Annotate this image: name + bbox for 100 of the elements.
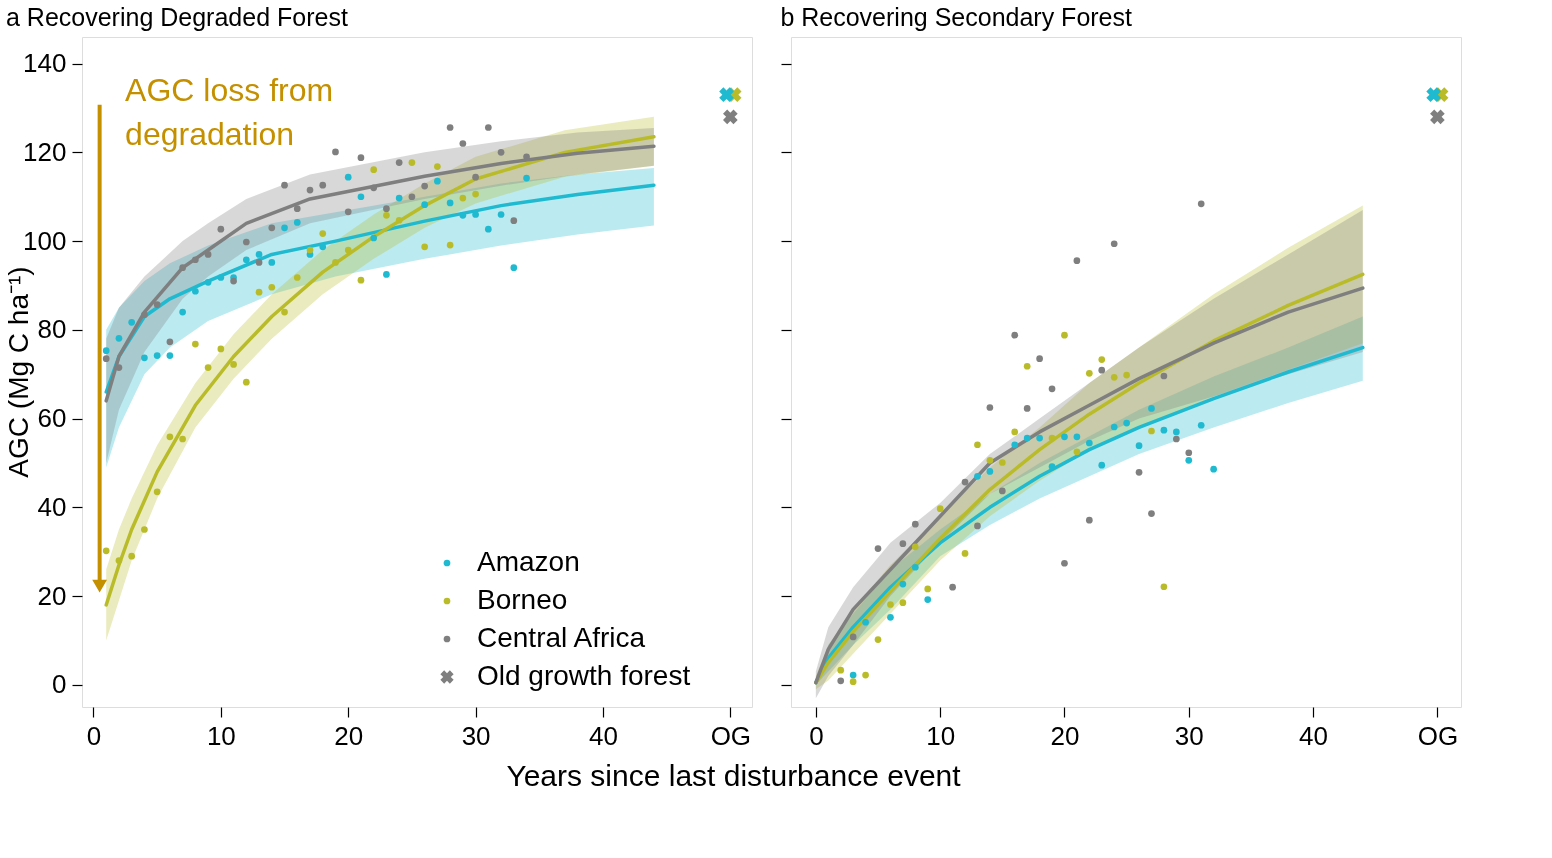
point (1048, 385, 1056, 393)
y-tick-label: 80 (37, 314, 67, 345)
x-tick-label: 30 (1174, 720, 1204, 751)
point (1073, 433, 1081, 441)
chart-title: a Recovering Degraded Forest (6, 3, 348, 31)
point (472, 173, 479, 181)
legend-label: Amazon (477, 546, 580, 577)
point (230, 277, 237, 285)
y-axis-title: AGC (Mg C ha⁻¹) (3, 266, 34, 478)
point (837, 677, 845, 685)
point (332, 259, 339, 266)
point (1085, 439, 1093, 447)
point (141, 526, 148, 533)
point (319, 230, 327, 237)
y-tick-label: 100 (23, 225, 67, 256)
point (192, 287, 199, 295)
point (357, 154, 365, 162)
point (395, 194, 403, 202)
point (370, 166, 378, 174)
point (911, 543, 919, 551)
point (510, 264, 518, 272)
x-tick-label: 10 (926, 720, 956, 751)
point (115, 557, 123, 564)
point (383, 205, 390, 213)
x-axis-title: Years since last disturbance event (506, 758, 962, 792)
point (961, 478, 969, 486)
point (1048, 434, 1056, 442)
point (998, 487, 1006, 495)
point (986, 468, 994, 475)
point (459, 212, 467, 219)
point (217, 274, 225, 281)
y-tick-label: 0 (52, 669, 67, 700)
point (1110, 373, 1118, 381)
point (332, 148, 339, 156)
point (986, 404, 994, 411)
point (1197, 421, 1205, 429)
point (128, 318, 136, 326)
point (1098, 356, 1106, 363)
point (115, 334, 123, 342)
point (217, 225, 225, 233)
point (1185, 449, 1193, 457)
point (395, 216, 403, 224)
point (837, 666, 845, 674)
point (1160, 426, 1168, 434)
x-tick-label: 10 (206, 720, 236, 751)
point (1023, 362, 1031, 370)
point (395, 159, 403, 166)
point (1210, 465, 1217, 473)
point (1148, 427, 1155, 435)
point (998, 459, 1006, 466)
point (986, 456, 994, 464)
point (255, 288, 263, 296)
point (281, 181, 288, 189)
point (1073, 448, 1081, 456)
point (862, 671, 869, 679)
point (446, 241, 454, 249)
point (523, 174, 530, 182)
point (192, 340, 199, 348)
y-tick-label: 40 (37, 491, 67, 522)
point (1135, 468, 1143, 476)
x-tick-label: 40 (1299, 720, 1329, 751)
point (192, 256, 199, 264)
point (472, 211, 479, 218)
point (874, 636, 882, 643)
point (1110, 423, 1118, 431)
point (849, 633, 857, 641)
point (344, 208, 352, 216)
point (1011, 441, 1019, 449)
point (357, 276, 365, 284)
point (459, 140, 467, 147)
point (862, 618, 869, 626)
point (510, 217, 518, 225)
point (1172, 428, 1180, 436)
point (924, 596, 932, 603)
point (153, 352, 161, 359)
point (408, 193, 416, 201)
point (141, 354, 148, 362)
point (911, 520, 919, 528)
point (1061, 433, 1068, 441)
point (421, 201, 428, 209)
point (1172, 435, 1180, 443)
point (268, 259, 276, 266)
point (974, 522, 981, 530)
point (166, 352, 174, 359)
point (446, 199, 454, 207)
point (446, 124, 454, 131)
point (484, 124, 492, 131)
point (1148, 510, 1155, 517)
point (1036, 355, 1043, 363)
x-tick-label: 0 (809, 720, 824, 751)
point (1160, 583, 1168, 591)
chart-title: b Recovering Secondary Forest (780, 3, 1133, 31)
y-tick-label: 60 (37, 403, 67, 434)
point (472, 190, 479, 198)
point (497, 211, 505, 218)
point (899, 580, 907, 588)
point (255, 251, 263, 258)
point (306, 186, 314, 194)
x-tick-label: 40 (589, 720, 618, 751)
point (230, 361, 237, 368)
